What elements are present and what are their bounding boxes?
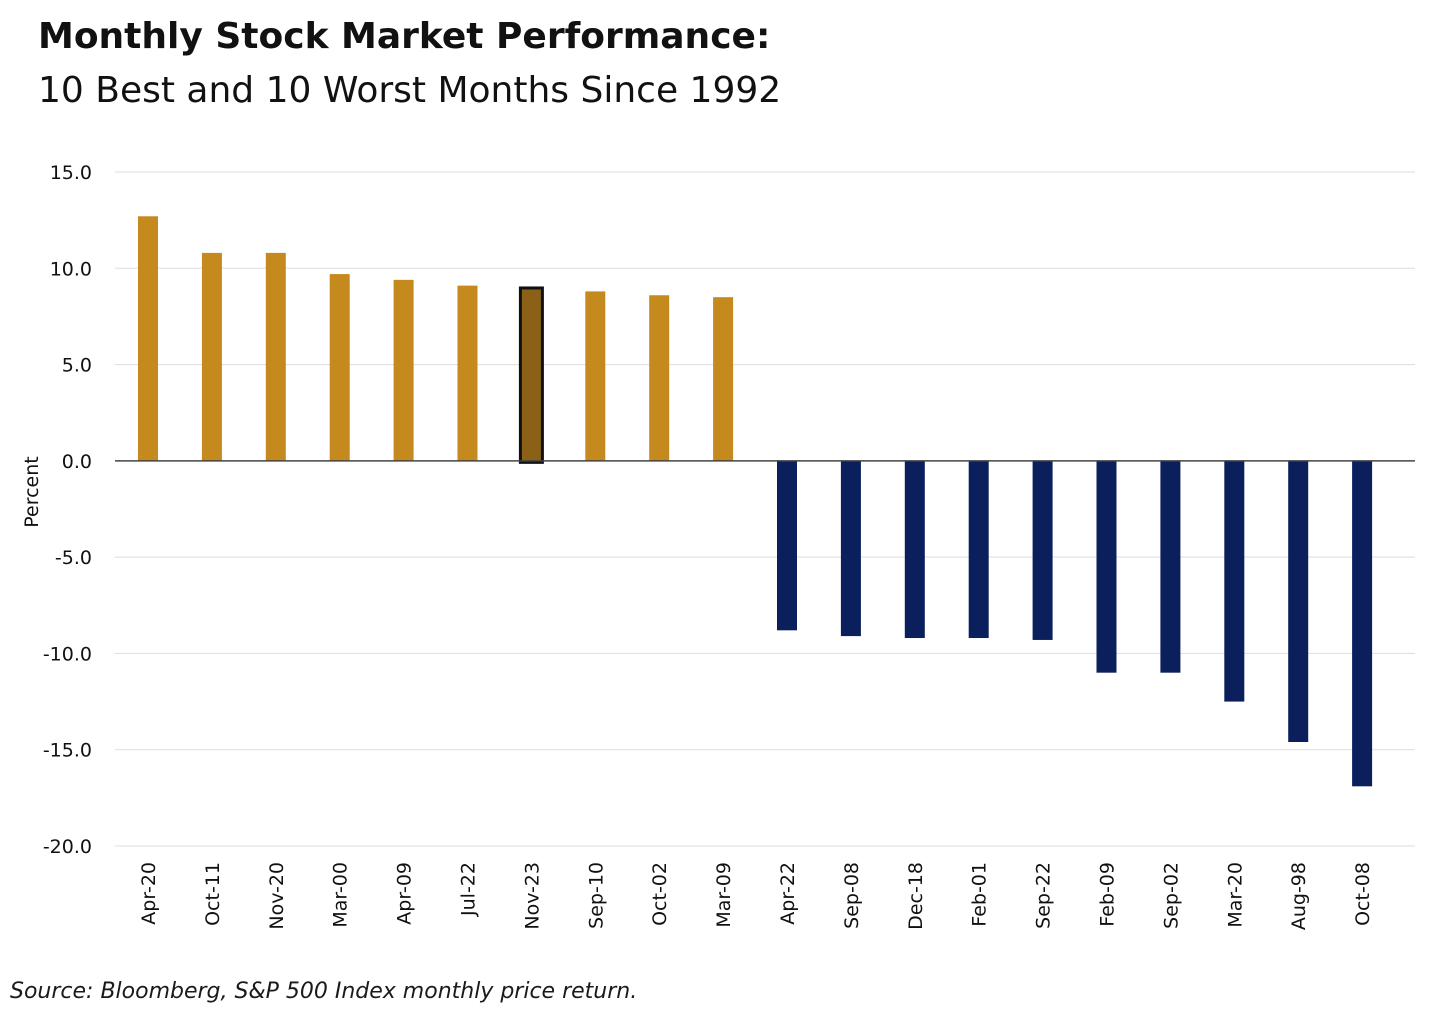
bar-apr-22 [777,460,797,631]
x-tick-label: Oct-02 [649,862,671,926]
grid-lines [115,171,1415,847]
bar-feb-01 [968,460,989,639]
x-tick-label: Dec-18 [905,862,927,930]
bar-sep-22 [1032,460,1053,640]
bar-sep-02 [1160,460,1181,673]
bar-chart: 15.0 10.0 5.0 0.0 -5.0 -10.0 -15.0 -20.0 Apr-20… [21,162,1415,930]
bar-oct-11 [201,252,222,461]
bar-sep-10 [585,291,606,461]
y-tick-label: 10.0 [50,258,92,280]
y-tick-label: -15.0 [43,740,92,762]
x-tick-label: Oct-11 [202,862,224,926]
bar-mar-09 [713,297,734,461]
x-tick-label: Mar-00 [330,862,352,928]
bar-feb-09 [1096,460,1117,673]
x-tick-label: Sep-08 [841,862,863,929]
x-tick-label: Nov-23 [521,862,543,930]
bar-mar-00 [329,274,350,461]
bar-nov-23 [518,286,544,464]
x-tick-label: Apr-09 [394,862,416,925]
bar-nov-20 [265,252,286,461]
y-tick-label: -20.0 [43,836,92,858]
bar-dec-18 [904,460,925,639]
y-axis-label: Percent [21,456,43,528]
x-tick-label: Mar-09 [713,862,735,928]
bar-oct-02 [649,295,670,461]
chart-title: Monthly Stock Market Performance: [38,16,771,57]
x-tick-label: Sep-22 [1033,862,1055,929]
y-tick-label: 0.0 [62,451,92,473]
x-tick-label: Oct-08 [1352,862,1374,926]
x-tick-label: Apr-22 [777,862,799,925]
x-tick-label: Feb-01 [969,862,991,927]
bars [138,216,1373,787]
y-tick-label: -10.0 [43,643,92,665]
x-tick-label: Sep-02 [1160,862,1182,929]
y-tick-label: 15.0 [50,162,92,184]
bar-oct-08 [1352,460,1373,787]
x-tick-label: Feb-09 [1097,862,1119,927]
source-note: Source: Bloomberg, S&P 500 Index monthly… [10,979,638,1004]
bar-mar-20 [1224,460,1245,702]
chart-subtitle: 10 Best and 10 Worst Months Since 1992 [38,70,782,111]
y-axis-ticks: 15.0 10.0 5.0 0.0 -5.0 -10.0 -15.0 -20.0 [43,162,92,858]
x-tick-label: Nov-20 [266,862,288,930]
x-tick-label: Jul-22 [458,862,480,917]
bar-apr-20 [138,216,158,461]
x-tick-label: Apr-20 [138,862,160,925]
x-axis-ticks: Apr-20 Oct-11 Nov-20 Mar-00 Apr-09 Jul-22 Nov-… [138,862,1374,930]
bar-aug-98 [1288,460,1309,743]
bar-apr-09 [393,279,414,461]
x-tick-label: Mar-20 [1224,862,1246,928]
x-tick-label: Sep-10 [585,862,607,929]
bar-sep-08 [840,460,861,637]
bar-jul-22 [457,285,478,461]
y-tick-label: -5.0 [55,547,92,569]
x-tick-label: Aug-98 [1288,862,1310,930]
y-tick-label: 5.0 [62,355,92,377]
